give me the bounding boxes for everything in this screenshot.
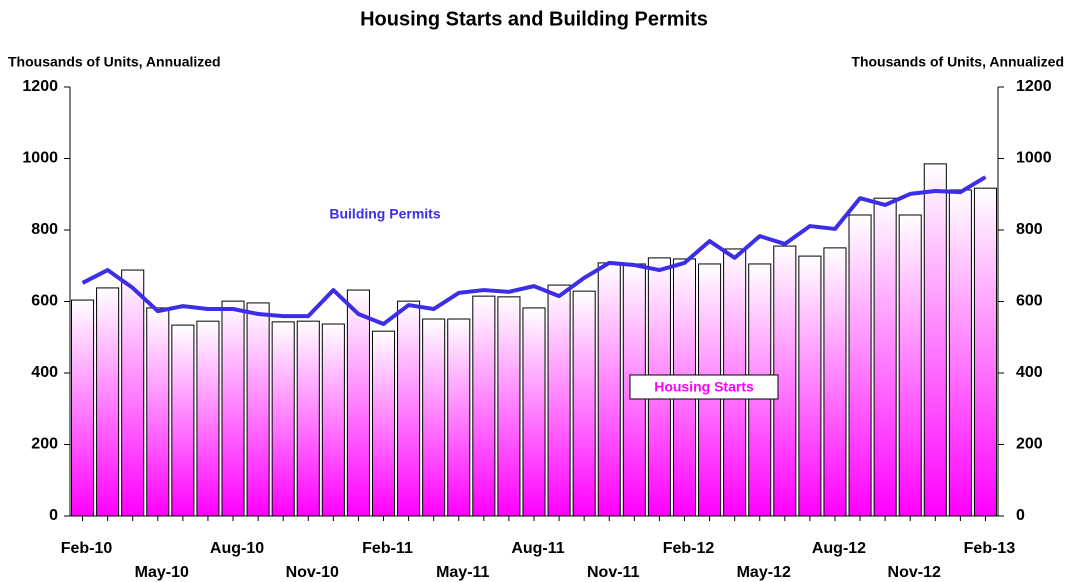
y-axis-label: Thousands of Units, Annualized	[8, 54, 221, 70]
bar	[547, 284, 571, 517]
bar	[572, 290, 596, 517]
y-tick-label: 400	[31, 364, 58, 381]
bar	[823, 247, 847, 517]
y-tick-label: 0	[49, 507, 58, 524]
bar	[447, 318, 471, 517]
x-tick-label: Aug-10	[210, 540, 264, 557]
bar	[346, 289, 370, 517]
x-tick-label: Feb-13	[964, 540, 1016, 557]
bar	[973, 187, 998, 517]
bar	[923, 163, 947, 517]
y2-tick-label: 800	[1016, 221, 1043, 238]
y-tick-label: 1000	[22, 150, 58, 167]
chart-title: Housing Starts and Building Permits	[360, 8, 708, 30]
series-label-box	[629, 374, 779, 400]
bar	[296, 320, 320, 517]
bar	[371, 330, 396, 517]
y2-axis-label: Thousands of Units, Annualized	[851, 54, 1064, 70]
y2-tick-label: 600	[1016, 293, 1043, 310]
bar	[96, 287, 120, 517]
bar	[898, 214, 922, 517]
bar	[422, 318, 446, 517]
bar	[71, 299, 95, 517]
y-tick-label: 800	[31, 221, 58, 238]
y2-tick-label: 0	[1016, 507, 1025, 524]
y2-tick-label: 1000	[1016, 150, 1052, 167]
bar	[221, 300, 245, 517]
bar	[472, 295, 496, 517]
x-tick-label: Nov-12	[888, 564, 941, 581]
x-tick-label: Aug-11	[511, 540, 564, 557]
bar	[873, 197, 897, 517]
bar	[798, 255, 822, 517]
y2-tick-label: 200	[1016, 436, 1043, 453]
bar	[497, 296, 521, 517]
x-tick-label: Feb-12	[663, 540, 715, 557]
x-tick-label: Feb-10	[61, 540, 113, 557]
bar	[522, 307, 546, 517]
bar	[196, 320, 220, 517]
y-tick-label: 600	[31, 293, 58, 310]
x-tick-label: Aug-12	[812, 540, 866, 557]
series-label: Building Permits	[329, 206, 440, 222]
y-tick-label: 200	[31, 436, 58, 453]
bar	[397, 300, 421, 517]
permits-line	[81, 175, 987, 327]
bar	[271, 321, 295, 517]
bar	[246, 302, 270, 517]
series-label: Housing Starts	[654, 379, 754, 395]
bar	[597, 262, 621, 517]
bar	[321, 323, 345, 517]
bar	[848, 214, 872, 517]
x-tick-label: May-12	[737, 564, 791, 581]
bar	[121, 269, 145, 517]
bar	[146, 307, 170, 517]
x-tick-label: Nov-10	[286, 564, 339, 581]
x-tick-label: May-11	[436, 564, 489, 581]
x-tick-label: Feb-11	[362, 540, 413, 557]
bar	[948, 189, 972, 517]
x-tick-label: Nov-11	[587, 564, 640, 581]
y2-tick-label: 1200	[1016, 78, 1052, 95]
y-tick-label: 1200	[22, 78, 58, 95]
bar	[171, 324, 195, 517]
y2-tick-label: 400	[1016, 364, 1043, 381]
x-tick-label: May-10	[135, 564, 189, 581]
